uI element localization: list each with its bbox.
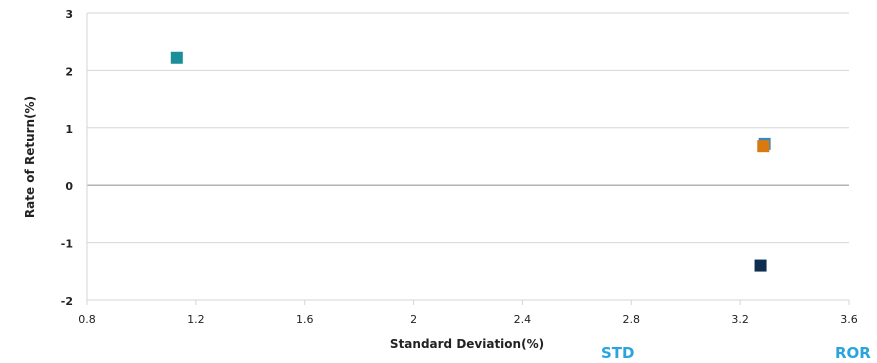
data-point (170, 51, 183, 64)
std-label: STD (601, 344, 635, 362)
y-tick-label: 1 (65, 123, 73, 136)
x-tick-label: 3.2 (731, 313, 749, 326)
y-tick-label: 3 (65, 8, 73, 21)
x-tick-label: 1.2 (187, 313, 205, 326)
x-tick-label: 2.8 (623, 313, 641, 326)
y-axis-title: Rate of Return(%) (23, 96, 37, 218)
grid-lines (86, 12, 850, 305)
x-tick-label: 1.6 (296, 313, 314, 326)
scatter-chart: 3 2 1 0 -1 -2 0.8 1.2 1.6 2 2.4 2.8 3.2 3.6 Standard… (23, 8, 858, 351)
x-tick-label: 2 (410, 313, 417, 326)
y-tick-label: 2 (65, 65, 73, 78)
x-tick-label: 0.8 (78, 313, 96, 326)
data-point (757, 140, 770, 153)
y-tick-labels: 3 2 1 0 -1 -2 (61, 8, 74, 308)
x-tick-labels: 0.8 1.2 1.6 2 2.4 2.8 3.2 3.6 (78, 313, 858, 326)
y-tick-label: -2 (61, 295, 73, 308)
data-point (754, 259, 767, 272)
x-tick-label: 3.6 (840, 313, 858, 326)
ror-label: ROR (835, 344, 871, 362)
y-tick-label: 0 (65, 180, 73, 193)
x-tick-label: 2.4 (514, 313, 532, 326)
data-points (170, 51, 771, 272)
y-tick-label: -1 (61, 238, 73, 251)
x-axis-title: Standard Deviation(%) (390, 337, 544, 351)
